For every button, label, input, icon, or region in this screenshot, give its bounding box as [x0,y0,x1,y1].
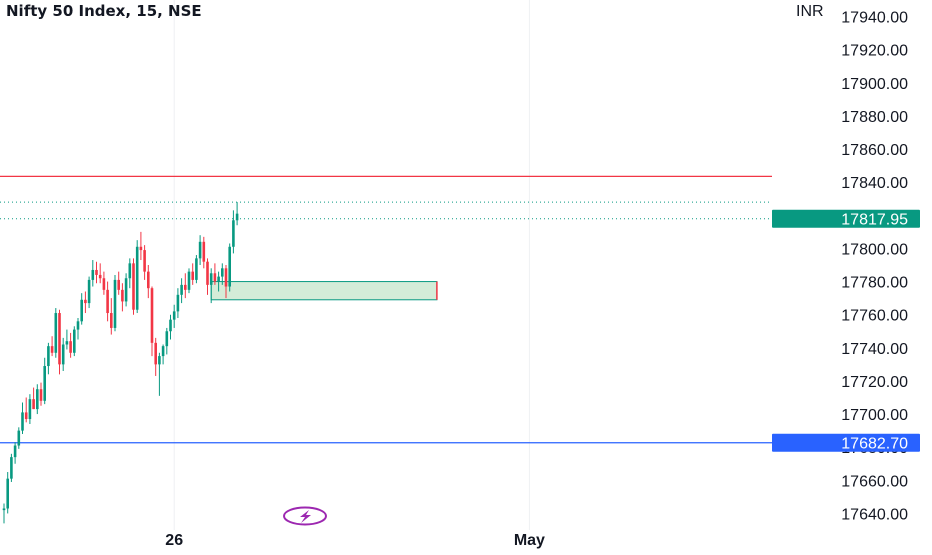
y-tick-label: 17940.00 [841,10,908,27]
candle-body [232,220,235,247]
y-tick-label: 17900.00 [841,76,908,93]
candle-body [54,313,58,353]
zone-rectangle[interactable] [210,281,438,301]
candle-body [13,445,17,458]
last-price-badge: 17817.95 [772,209,920,229]
candle-body [169,319,172,332]
candle-body [102,278,106,290]
y-tick-label: 17660.00 [841,473,908,490]
candle-body [58,313,61,365]
y-tick-label: 17880.00 [841,109,908,126]
candle-body [139,246,143,251]
candle-body [154,342,157,365]
candle-body [39,389,43,401]
candle-body [132,263,135,310]
candle-body [213,273,217,282]
candle-body [32,399,35,410]
candle-body [228,246,231,287]
chart-title: Nifty 50 Index, 15, NSE [6,2,202,20]
lightning-icon[interactable] [283,506,327,526]
currency-label: INR [796,3,824,20]
candle-body [50,346,54,353]
y-tick-label: 17780.00 [841,275,908,292]
last-price-badge-text: 17817.95 [841,212,908,229]
candle-body [143,250,146,272]
candle-body [176,294,180,312]
x-tick-label: 26 [165,532,183,549]
candle-body [84,299,87,304]
candle-body [221,268,224,277]
candle-body [235,213,239,221]
candle-body [98,274,102,279]
candle-body [95,269,98,275]
candle-body [147,271,150,289]
candle-body [2,508,6,511]
candle-body [117,279,120,290]
support-price-badge: 17682.70 [772,433,920,453]
candle-body [158,356,161,365]
candle-body [69,341,72,353]
y-tick-label: 17720.00 [841,374,908,391]
candle-body [43,366,46,401]
y-tick-label: 17860.00 [841,142,908,159]
candle-body [24,412,28,420]
candle-body [135,246,139,310]
candle-body [61,344,65,365]
y-tick-label: 17700.00 [841,407,908,424]
lightning-icon-ring[interactable] [283,506,327,526]
candle-body [21,412,24,431]
y-tick-label: 17840.00 [841,175,908,192]
candle-body [191,271,194,280]
candle-body [224,268,228,287]
candle-body [198,241,202,259]
candle-body [217,276,220,282]
support-price-badge-text: 17682.70 [841,436,908,453]
support-price-badge-bg [772,433,920,452]
candle-body [209,273,213,285]
y-tick-label: 17920.00 [841,43,908,60]
candle-body [113,279,117,328]
candle-body [91,269,95,280]
candle-body [73,329,76,353]
candle-body [124,278,128,302]
lightning-icon-bolt[interactable] [300,510,311,523]
candle-body [172,311,176,320]
candle-body [128,263,132,279]
candle-body [195,258,198,280]
candle-body [121,289,124,302]
candle-body [10,457,13,479]
y-tick-label: 17760.00 [841,308,908,325]
candle-body [206,261,209,285]
candle-body [202,241,206,262]
candle-body [106,289,109,314]
y-tick-label: 17740.00 [841,341,908,358]
candle-body [6,478,9,509]
last-price-badge-bg [772,209,920,228]
candle-body [110,313,113,328]
y-tick-label: 17640.00 [841,506,908,523]
candle-body [47,346,50,367]
candle-body [87,279,91,304]
candle-body [28,399,32,420]
candle-body [150,288,154,343]
candle-body [165,331,169,347]
candle-body [17,430,21,446]
candle-body [80,299,83,322]
candle-body [161,346,165,357]
y-tick-label: 17800.00 [841,241,908,258]
candle-body [184,284,187,290]
x-tick-label: May [514,532,545,549]
candle-body [65,341,69,345]
candle-body [76,321,80,330]
candle-body [180,284,183,295]
candle-body [187,271,191,290]
candle-body [36,389,39,410]
